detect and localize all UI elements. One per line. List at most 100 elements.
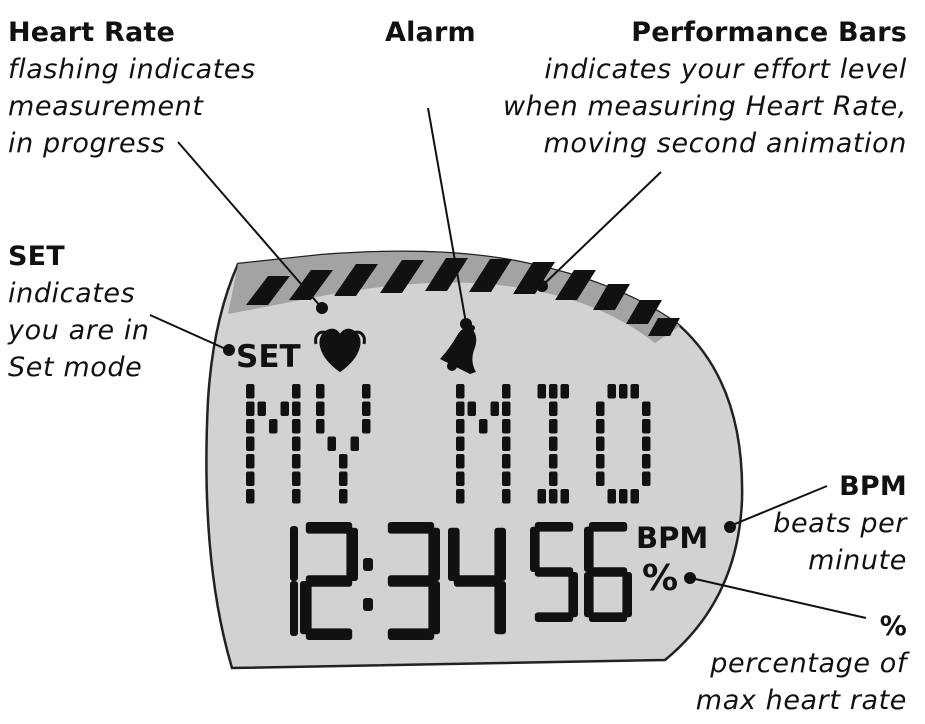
matrix-dot — [502, 454, 511, 469]
matrix-dot — [339, 471, 348, 486]
matrix-dot — [630, 489, 639, 504]
matrix-dot — [502, 471, 511, 486]
matrix-dot — [456, 401, 465, 416]
seconds-digit-segment — [534, 612, 574, 622]
alarm-title: Alarm — [385, 17, 476, 48]
hour-digit-segment — [300, 581, 312, 635]
matrix-dot — [456, 419, 465, 434]
hour-digit-segment — [305, 575, 353, 587]
set-line-2: you are in — [8, 315, 150, 346]
matrix-dot — [456, 454, 465, 469]
set-description: indicates you are in Set mode — [8, 275, 150, 386]
performance-bar — [380, 260, 424, 293]
performance-band — [228, 251, 680, 343]
matrix-dot — [642, 419, 651, 434]
minute-digit-segment — [448, 527, 460, 581]
matrix-dot — [292, 384, 301, 399]
matrix-dot — [596, 436, 605, 451]
performance-line-1: indicates your effort level — [544, 54, 907, 85]
set-indicator: SET — [236, 339, 301, 375]
bpm-line-1: beats per — [773, 508, 907, 539]
matrix-dot — [246, 436, 255, 451]
hour-digit-segment — [290, 581, 298, 636]
matrix-dot — [619, 489, 628, 504]
matrix-dot — [630, 384, 639, 399]
performance-bars-group — [246, 258, 680, 336]
matrix-dot — [350, 436, 359, 451]
matrix-dot — [292, 436, 301, 451]
matrix-dot — [596, 401, 605, 416]
alarm-leader — [427, 107, 467, 324]
leader-lines — [149, 107, 867, 619]
minute-digit-segment — [387, 628, 435, 640]
matrix-dot — [642, 436, 651, 451]
matrix-dot — [292, 454, 301, 469]
heart-rate-description: flashing indicates measurement in progre… — [8, 51, 256, 162]
percent-leader — [690, 577, 867, 619]
seconds-digit-segment — [534, 522, 574, 532]
matrix-dot — [607, 384, 616, 399]
minute-digit-segment — [387, 575, 435, 587]
seconds-digit-segment — [588, 567, 628, 577]
performance-bar — [289, 270, 333, 300]
heart-rate-line-1: flashing indicates — [8, 54, 256, 85]
minute-digit-segment — [428, 527, 440, 581]
matrix-dot — [596, 471, 605, 486]
performance-line-3: moving second animation — [543, 128, 907, 159]
set-title: SET — [8, 241, 65, 272]
matrix-dot — [549, 401, 558, 416]
message-matrix — [246, 384, 651, 504]
matrix-dot — [490, 401, 499, 416]
set-line-1: indicates — [8, 278, 136, 309]
time-colon-bottom — [363, 598, 373, 611]
minute-digit-segment — [387, 522, 435, 534]
matrix-dot — [362, 401, 371, 416]
heart-rate-title: Heart Rate — [8, 17, 175, 48]
matrix-dot — [316, 419, 325, 434]
hour-digit-segment — [290, 526, 298, 581]
matrix-dot — [502, 489, 511, 504]
matrix-dot — [537, 489, 546, 504]
seconds-digit-segment — [588, 612, 628, 622]
matrix-dot — [339, 489, 348, 504]
minute-digit-segment — [428, 581, 440, 635]
heart-rate-leader — [177, 141, 322, 308]
matrix-dot — [246, 384, 255, 399]
matrix-dot — [549, 419, 558, 434]
time-colon-top — [363, 558, 373, 571]
minute-digit-segment — [453, 575, 501, 587]
bpm-callout: BPM beats per minute — [773, 468, 907, 579]
seconds-digit-segment — [584, 526, 594, 572]
matrix-dot — [479, 419, 488, 434]
seconds-digit-segment — [534, 567, 574, 577]
matrix-dot — [339, 454, 348, 469]
performance-bar — [334, 264, 378, 296]
matrix-dot — [549, 471, 558, 486]
set-line-3: Set mode — [8, 352, 143, 383]
matrix-dot — [246, 454, 255, 469]
matrix-dot — [292, 401, 301, 416]
matrix-dot — [642, 401, 651, 416]
matrix-dot — [560, 489, 569, 504]
matrix-dot — [246, 471, 255, 486]
matrix-dot — [316, 401, 325, 416]
performance-bar — [555, 270, 596, 300]
matrix-dot — [502, 384, 511, 399]
percent-title: % — [879, 611, 907, 642]
seconds-digit-segment — [622, 572, 632, 618]
performance-bar — [593, 284, 630, 310]
matrix-dot — [246, 401, 255, 416]
matrix-dot — [502, 419, 511, 434]
minute-digit-segment — [494, 581, 506, 635]
bpm-line-2: minute — [808, 545, 907, 576]
seconds-digit-segment — [568, 572, 578, 618]
set-leader — [149, 314, 229, 351]
heart-icon — [314, 328, 366, 373]
matrix-dot — [327, 436, 336, 451]
percent-description: percentage of max heart rate — [696, 645, 907, 719]
percent-line-1: percentage of — [710, 648, 907, 679]
matrix-dot — [549, 436, 558, 451]
performance-bar — [513, 262, 555, 294]
matrix-dot — [362, 419, 371, 434]
